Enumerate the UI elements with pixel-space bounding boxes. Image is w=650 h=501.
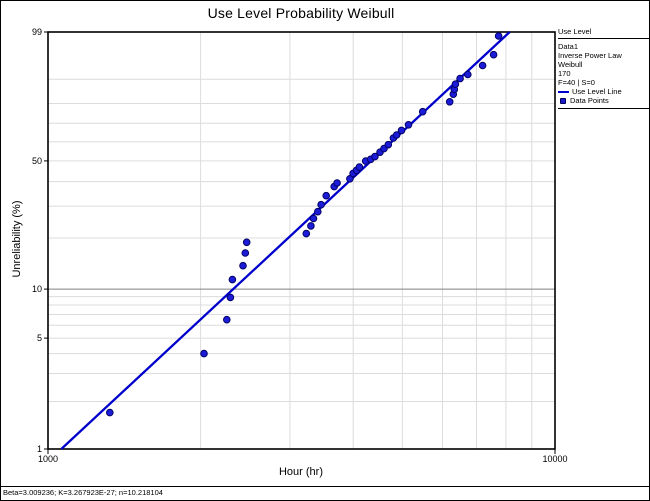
data-point (226, 293, 235, 302)
line-marker-icon (558, 90, 569, 93)
data-point (371, 152, 379, 161)
x-tick-label: 1000 (38, 454, 58, 464)
legend-use-stress-value: 170 (558, 69, 571, 78)
data-point (228, 275, 237, 284)
legend-item-use-level-line: Use Level Line (558, 87, 649, 96)
point-marker-icon (560, 97, 566, 104)
chart-title: Use Level Probability Weibull (207, 5, 395, 21)
legend-item-label: Use Level Line (572, 87, 622, 96)
data-point (478, 61, 487, 70)
y-tick-label: 10 (32, 284, 42, 294)
y-tick-label: 99 (32, 27, 42, 37)
data-point (333, 179, 341, 187)
data-point (309, 214, 318, 223)
data-point (322, 191, 331, 200)
data-point (456, 74, 464, 83)
data-point (451, 80, 460, 88)
legend-item-data-points: Data Points (558, 96, 649, 105)
data-point (494, 32, 503, 40)
legend-failure-suspension-count: F=40 | S=0 (558, 78, 595, 87)
legend-divider (558, 108, 649, 109)
data-point (302, 229, 311, 238)
legend-header: Use Level (558, 27, 649, 39)
legend-distribution-name: Weibull (558, 60, 583, 69)
legend-dataset-name: Data1 (558, 42, 579, 51)
x-tick-label: 10000 (542, 454, 567, 464)
data-point (397, 126, 406, 135)
status-bar: Beta=3.009236; K=3.267923E-27; n=10.2181… (1, 486, 649, 500)
data-point (418, 107, 427, 116)
data-point (241, 249, 250, 257)
data-point (489, 50, 498, 59)
data-point (445, 98, 454, 106)
data-point (200, 349, 208, 358)
plot-frame (47, 31, 556, 450)
legend-model-name: Inverse Power Law (558, 51, 622, 60)
data-point (307, 222, 315, 230)
legend-panel: Use Level Data1 Inverse Power Law Weibul… (558, 27, 649, 109)
data-point (404, 121, 413, 129)
data-point (464, 70, 472, 79)
data-point (355, 163, 364, 171)
data-point (106, 408, 114, 417)
data-point (239, 261, 247, 270)
data-point (223, 315, 231, 324)
legend-item-label: Data Points (570, 96, 609, 105)
y-tick-label: 5 (37, 333, 42, 343)
use-level-line (60, 31, 511, 450)
data-point (317, 200, 325, 209)
y-tick-label: 50 (32, 156, 42, 166)
x-axis-label: Hour (hr) (278, 466, 323, 478)
data-point (392, 131, 401, 139)
y-tick-label: 1 (37, 444, 42, 454)
data-point (242, 238, 251, 247)
data-point (384, 140, 393, 149)
data-point (346, 175, 354, 183)
data-point (314, 207, 322, 216)
